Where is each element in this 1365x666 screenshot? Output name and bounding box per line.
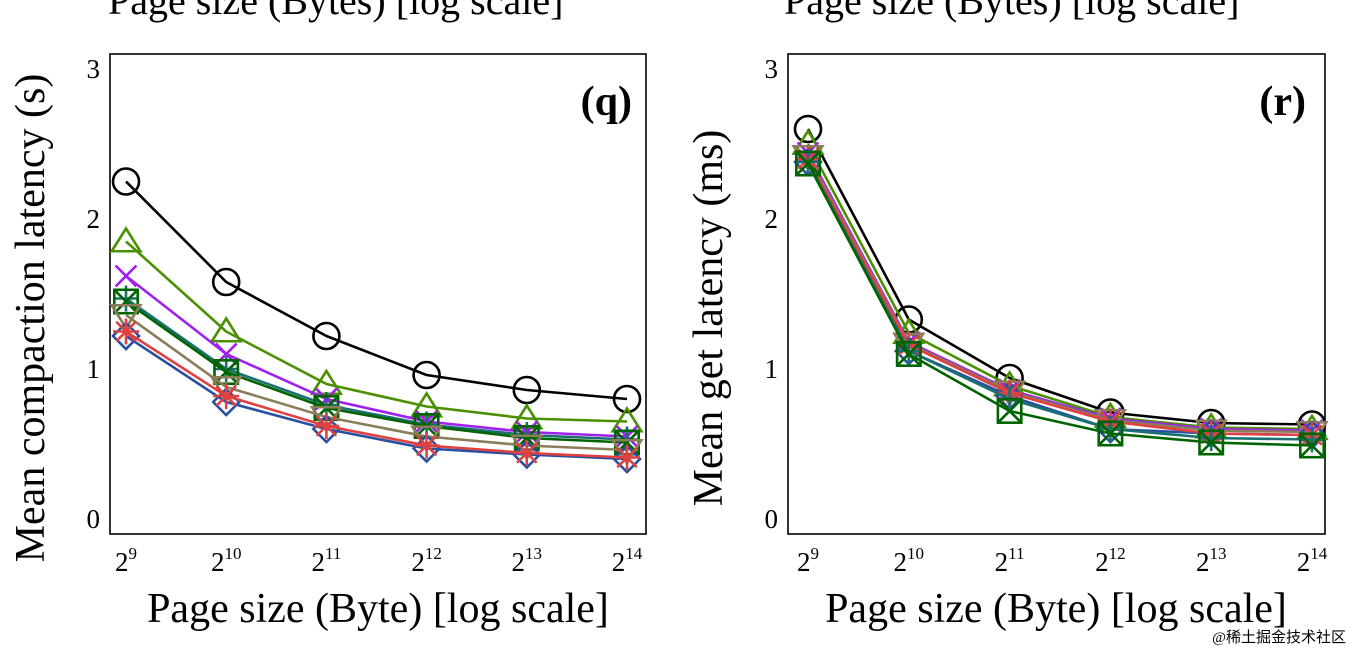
data-point-black-circle [612,384,642,414]
y-axis-title-r: Mean get latency (ms) [686,130,732,507]
series-line-green-square [806,162,1313,447]
series-green-square [794,150,1326,459]
series-line-red-star [806,158,1313,437]
series-line-teal-plus [125,297,628,441]
data-point-tan-triangle [109,303,143,331]
data-point-blue-diamond [612,444,642,474]
data-point-olive-triangle [209,316,243,343]
x-tick-labels-r: 29 210 211 212 213 214 [797,544,1328,577]
series-line-black-circle [806,128,1313,426]
data-point-teal-plus [1299,426,1325,453]
data-point-black-circle [312,321,341,351]
series-line-olive-triangle [806,143,1313,431]
data-point-olive-triangle [109,226,143,253]
plot-frame-r [787,53,1326,535]
data-point-red-star [614,444,640,471]
x-tick-label: 213 [1196,544,1227,577]
series-black-circle [111,167,642,414]
x-tick-label: 29 [115,544,137,577]
chart-panel-q: (q) Mean compaction latency (s) Page siz… [8,53,647,632]
data-point-green-square [1299,432,1326,459]
data-point-purple-x [114,264,138,288]
y-tick-label: 2 [765,204,779,234]
y-tick-label: 1 [87,354,101,384]
data-point-red-star [213,383,240,409]
top-cut-title-right: Page size (Bytes) [log scale] [784,0,1239,23]
x-tick-label: 212 [411,544,442,577]
y-tick-label: 2 [87,204,101,234]
series-line-purple-x [125,274,628,438]
data-point-black-circle [793,114,823,144]
data-point-green-square [113,288,140,315]
series-olive-triangle [109,226,644,433]
y-tick-label: 1 [765,354,779,384]
y-tick-labels-r: 0 1 2 3 [765,54,779,534]
series-line-blue-diamond [125,334,628,461]
x-tick-label: 29 [797,544,819,577]
data-point-red-star [313,413,340,439]
y-tick-label: 0 [87,504,101,534]
y-tick-label: 3 [765,54,779,84]
data-point-red-star [513,440,540,466]
data-point-green-square [1097,420,1124,447]
series-red-star [113,318,640,471]
data-point-green-square [895,340,922,367]
y-tick-label: 0 [765,504,779,534]
x-tick-label: 211 [995,544,1025,577]
data-point-green-square [1198,429,1225,456]
series-layer-r [791,114,1329,459]
series-line-olive-triangle [125,240,628,423]
data-point-red-star [413,432,440,459]
x-axis-title-q: Page size (Byte) [log scale] [147,586,609,632]
series-line-green-square [125,300,628,444]
data-point-green-square [996,397,1023,424]
data-point-black-circle [211,267,241,297]
plot-frame-q [109,53,647,535]
series-line-red-star [125,330,628,459]
x-tick-label: 214 [612,544,643,577]
y-tick-label: 3 [87,54,101,84]
series-line-tan-triangle [125,313,628,452]
x-tick-label: 211 [311,544,341,577]
data-point-teal-plus [1198,425,1225,451]
x-tick-label: 210 [211,544,242,577]
series-line-tan-triangle [806,155,1313,434]
data-point-black-circle [512,375,542,405]
data-point-green-square [794,150,821,177]
data-point-blue-diamond [511,439,542,470]
x-axis-title-r: Page size (Byte) [log scale] [825,586,1287,632]
series-line-purple-x [806,152,1313,432]
series-layer-q [109,167,644,474]
chart-panel-r: (r) Mean get latency (ms) Page size (Byt… [686,53,1329,632]
data-point-black-circle [412,360,441,390]
y-axis-title-q: Mean compaction latency (s) [8,74,54,563]
top-cut-title-left: Page size (Bytes) [log scale] [108,0,563,23]
series-line-black-circle [125,180,628,401]
data-point-black-circle [111,167,141,196]
series-green-square [113,288,640,456]
y-tick-labels-q: 0 1 2 3 [87,54,101,534]
series-red-star [795,146,1325,448]
x-tick-label: 210 [894,544,925,577]
x-tick-labels-q: 29 210 211 212 213 214 [115,544,643,577]
x-tick-label: 214 [1297,544,1328,577]
data-point-red-star [113,318,139,345]
x-tick-label: 212 [1095,544,1126,577]
panel-label-r: (r) [1259,79,1306,125]
x-tick-label: 213 [512,544,543,577]
panel-label-q: (q) [581,79,632,125]
data-point-teal-plus [1097,416,1124,442]
watermark-text: @稀土掘金技术社区 [1212,629,1346,646]
